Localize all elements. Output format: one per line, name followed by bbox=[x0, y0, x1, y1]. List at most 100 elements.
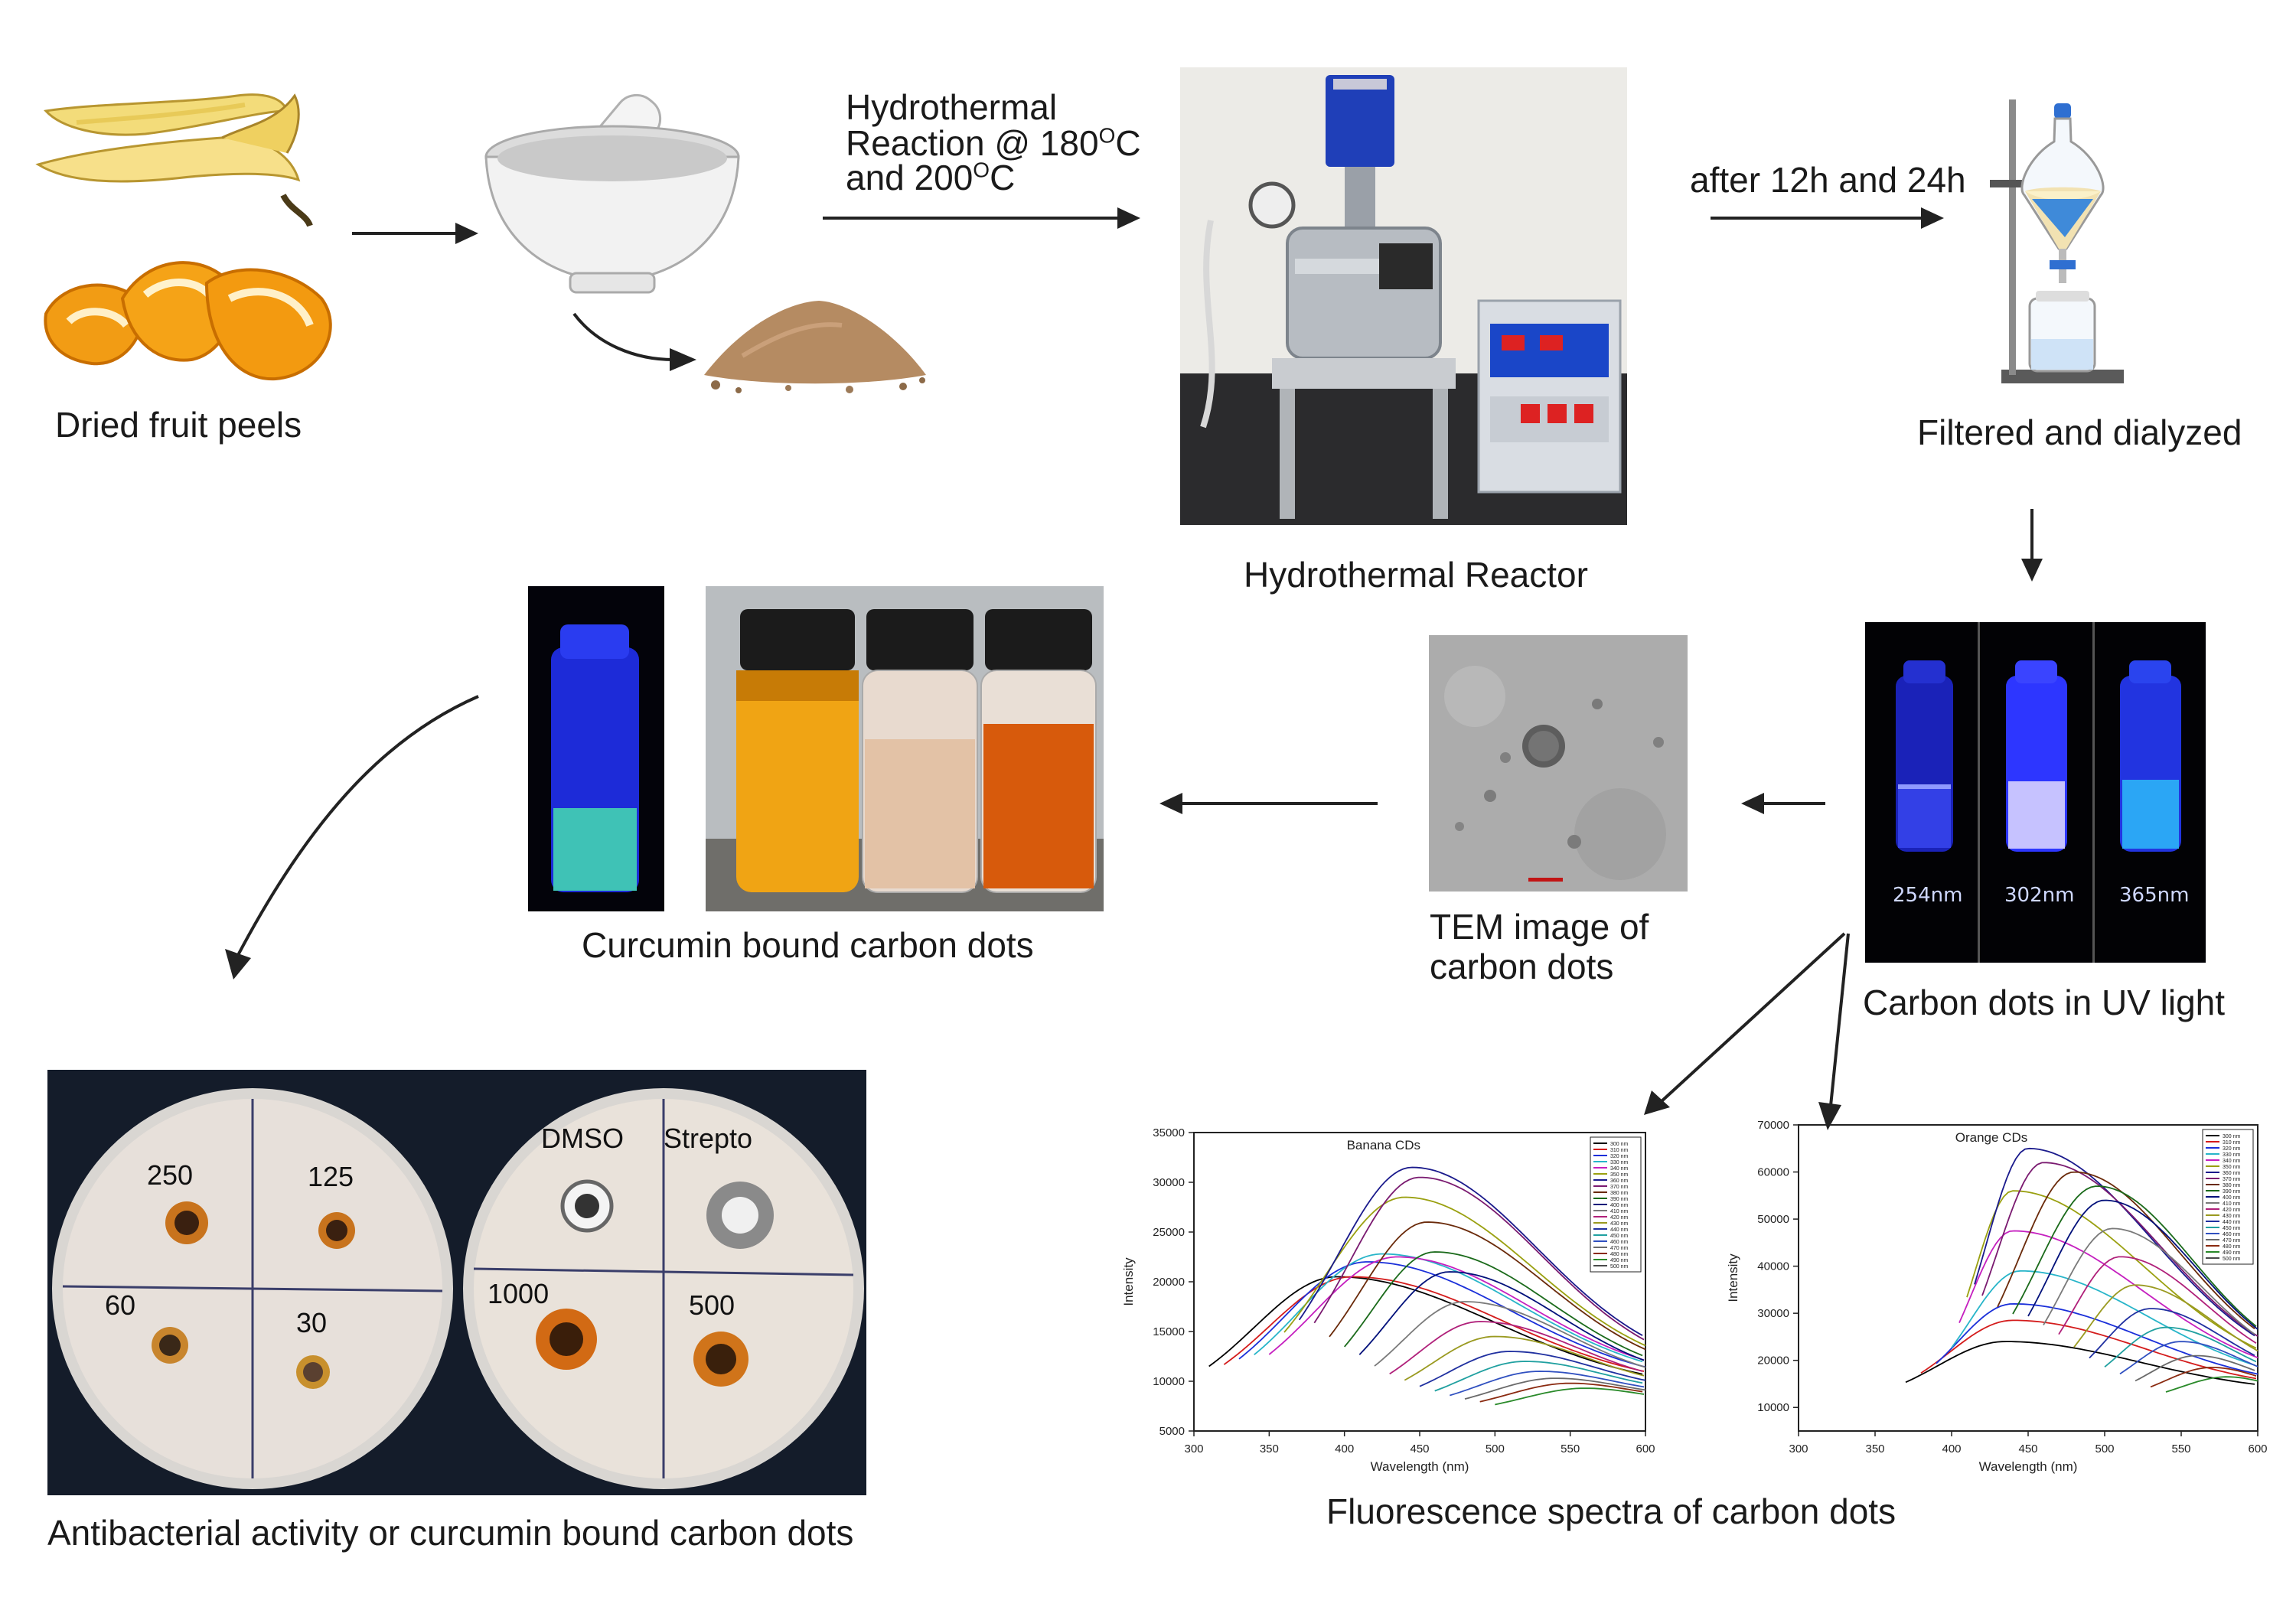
legend-item: 480 nm bbox=[1610, 1252, 1629, 1257]
plate-label-500: 500 bbox=[689, 1289, 735, 1321]
plate-label-125: 125 bbox=[308, 1161, 354, 1192]
y-tick-label: 35000 bbox=[1153, 1126, 1185, 1139]
series-line bbox=[1997, 1171, 2255, 1330]
y-tick-label: 5000 bbox=[1159, 1425, 1185, 1438]
legend-item: 400 nm bbox=[1610, 1203, 1629, 1208]
y-tick-label: 30000 bbox=[1757, 1307, 1789, 1320]
x-tick-label: 450 bbox=[2018, 1442, 2037, 1455]
legend-item: 490 nm bbox=[2223, 1250, 2241, 1256]
after-time-label: after 12h and 24h bbox=[1690, 160, 1966, 200]
legend-item: 450 nm bbox=[1610, 1234, 1629, 1239]
legend-item: 370 nm bbox=[1610, 1185, 1629, 1190]
y-tick-label: 20000 bbox=[1153, 1276, 1185, 1289]
vial-label-2: 302nm bbox=[2004, 884, 2074, 907]
vial-3 bbox=[2120, 660, 2181, 852]
plate-label-1000: 1000 bbox=[488, 1278, 549, 1309]
series-line bbox=[1238, 1261, 1646, 1368]
hydrothermal-reactor-image bbox=[1180, 67, 1627, 525]
legend-item: 440 nm bbox=[1610, 1227, 1629, 1233]
x-tick-label: 400 bbox=[1335, 1442, 1354, 1455]
celsius-2: C bbox=[990, 158, 1016, 197]
petri-dishes-image: 250 125 60 30 DMSO Strepto 1000 500 bbox=[47, 1070, 866, 1495]
legend-item: 430 nm bbox=[2223, 1214, 2241, 1219]
series-line bbox=[1374, 1301, 1646, 1368]
orange-chart-svg: 300 350 400 450 500 550 600 10000 20000 30000 4000… bbox=[1726, 1119, 2268, 1474]
series-line bbox=[1389, 1321, 1643, 1375]
curcumin-label: Curcumin bound carbon dots bbox=[582, 925, 1034, 965]
y-tick-label: 20000 bbox=[1757, 1354, 1789, 1367]
arrow-to-reactor bbox=[823, 203, 1144, 233]
legend-item: 450 nm bbox=[2223, 1226, 2241, 1231]
y-tick-label: 40000 bbox=[1757, 1260, 1789, 1273]
series-line bbox=[1981, 1162, 2258, 1337]
x-tick-label: 500 bbox=[2095, 1442, 2114, 1455]
plate-label-60: 60 bbox=[105, 1289, 135, 1321]
legend-item: 420 nm bbox=[2223, 1208, 2241, 1213]
series-line bbox=[2012, 1185, 2257, 1327]
legend-item: 420 nm bbox=[1610, 1215, 1629, 1221]
y-tick-label: 10000 bbox=[1757, 1401, 1789, 1414]
legend-item: 410 nm bbox=[2223, 1201, 2241, 1207]
x-tick-label: 400 bbox=[1942, 1442, 1961, 1455]
chart-title: Orange CDs bbox=[1955, 1130, 2027, 1145]
arrow-to-antibacterial bbox=[214, 689, 490, 987]
hydrothermal-text-line2: Reaction @ 180OC bbox=[846, 124, 1141, 163]
legend-item: 330 nm bbox=[2223, 1152, 2241, 1158]
plate-label-dmso: DMSO bbox=[541, 1123, 624, 1154]
filtered-label: Filtered and dialyzed bbox=[1917, 412, 2242, 452]
series-line bbox=[1966, 1190, 2257, 1349]
legend-item: 460 nm bbox=[1610, 1240, 1629, 1245]
series-line bbox=[1344, 1251, 1643, 1357]
series-line bbox=[2043, 1227, 2255, 1335]
reactor-label: Hydrothermal Reactor bbox=[1244, 555, 1588, 595]
y-tick-label: 60000 bbox=[1757, 1166, 1789, 1179]
arrow-mortar-to-powder bbox=[566, 306, 704, 375]
y-tick-label: 70000 bbox=[1757, 1119, 1789, 1132]
x-tick-label: 350 bbox=[1260, 1442, 1279, 1455]
hydrothermal-temp-1: Reaction @ 180 bbox=[846, 123, 1099, 163]
series-line bbox=[1450, 1371, 1645, 1397]
legend-item: 320 nm bbox=[2223, 1146, 2241, 1152]
legend-item: 300 nm bbox=[1610, 1142, 1629, 1147]
x-tick-label: 600 bbox=[2248, 1442, 2267, 1455]
series-line bbox=[1936, 1302, 2258, 1375]
banana-chart-svg: 300 350 400 450 500 550 600 5000 10000 15000 20000… bbox=[1121, 1126, 1655, 1474]
legend-item: 360 nm bbox=[1610, 1178, 1629, 1184]
legend-item: 360 nm bbox=[2223, 1171, 2241, 1176]
x-tick-label: 300 bbox=[1184, 1442, 1203, 1455]
x-tick-label: 600 bbox=[1636, 1442, 1655, 1455]
curcumin-jars-image bbox=[706, 586, 1104, 911]
arrow-tem-to-curcumin bbox=[1156, 788, 1385, 819]
legend-item: 470 nm bbox=[2223, 1238, 2241, 1244]
y-tick-label: 15000 bbox=[1153, 1325, 1185, 1338]
antibacterial-label: Antibacterial activity or curcumin bound… bbox=[47, 1513, 854, 1553]
legend-item: 300 nm bbox=[2223, 1134, 2241, 1139]
legend-item: 340 nm bbox=[2223, 1159, 2241, 1164]
legend-item: 500 nm bbox=[1610, 1264, 1629, 1270]
arrow-to-filtration bbox=[1711, 203, 1948, 233]
series-line bbox=[1464, 1377, 1646, 1400]
series-line bbox=[2135, 1354, 2255, 1382]
legend-item: 490 nm bbox=[1610, 1258, 1629, 1263]
degree-symbol-1: O bbox=[1098, 123, 1116, 148]
hydrothermal-text-line1: Hydrothermal bbox=[846, 87, 1058, 127]
vial-2 bbox=[2006, 660, 2067, 852]
legend-item: 380 nm bbox=[1610, 1191, 1629, 1196]
tem-label-line2: carbon dots bbox=[1430, 947, 1614, 986]
y-tick-label: 30000 bbox=[1153, 1176, 1185, 1189]
series-line bbox=[2119, 1341, 2258, 1375]
y-axis-label: Intensity bbox=[1121, 1257, 1136, 1306]
series-line bbox=[2150, 1366, 2257, 1388]
tem-label-line1: TEM image of bbox=[1430, 907, 1649, 947]
legend-item: 350 nm bbox=[2223, 1165, 2241, 1170]
x-tick-label: 300 bbox=[1789, 1442, 1808, 1455]
legend-item: 320 nm bbox=[1610, 1154, 1629, 1159]
legend-item: 350 nm bbox=[1610, 1172, 1629, 1178]
legend-item: 390 nm bbox=[1610, 1197, 1629, 1202]
tem-image bbox=[1429, 635, 1688, 892]
legend-item: 310 nm bbox=[1610, 1148, 1629, 1153]
arrow-uv-to-tem bbox=[1737, 788, 1829, 819]
legend-item: 390 nm bbox=[2223, 1189, 2241, 1195]
degree-symbol-2: O bbox=[973, 158, 990, 182]
legend-item: 480 nm bbox=[2223, 1244, 2241, 1250]
